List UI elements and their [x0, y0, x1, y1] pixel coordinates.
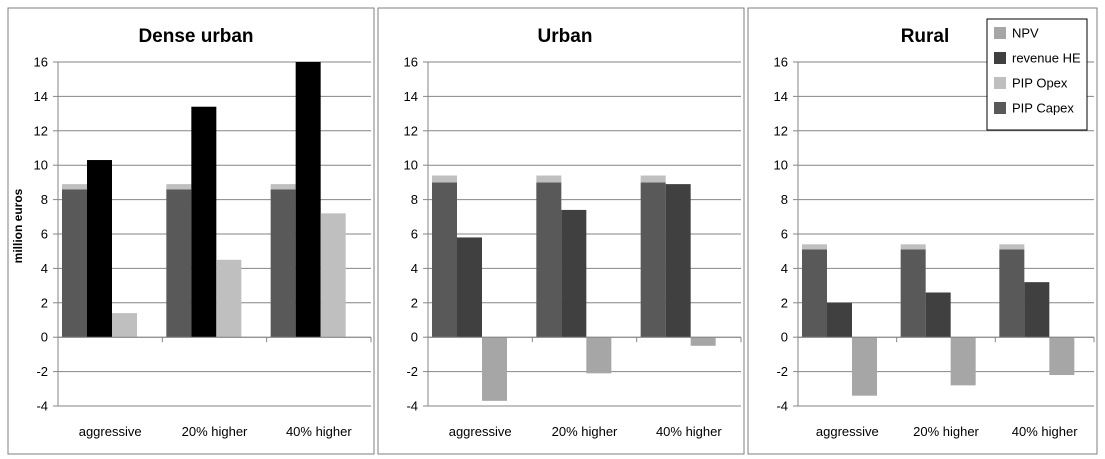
- bar-pip-opex: [802, 244, 827, 250]
- y-tick-label: 16: [404, 55, 418, 70]
- legend: NPV revenue HE PIP Opex PIP Capex: [986, 18, 1088, 131]
- bar-revenue-he: [87, 160, 112, 338]
- y-tick-label: 14: [34, 89, 48, 104]
- bar-pip-opex: [999, 244, 1025, 250]
- y-tick-label: 8: [411, 192, 418, 207]
- y-tick-label: -4: [36, 399, 48, 414]
- y-tick-label: 4: [411, 261, 418, 276]
- legend-swatch: [994, 102, 1006, 114]
- y-tick-label: -2: [406, 364, 418, 379]
- y-tick-label: 16: [34, 55, 48, 70]
- x-tick-label: 20% higher: [182, 424, 248, 439]
- bar-pip-capex: [536, 182, 562, 338]
- legend-swatch: [994, 77, 1006, 89]
- bar-pip-opex: [536, 175, 562, 183]
- legend-label: NPV: [1012, 26, 1039, 41]
- y-tick-label: -4: [776, 399, 788, 414]
- x-tick-label: aggressive: [816, 424, 879, 439]
- y-tick-label: 0: [781, 330, 788, 345]
- bar-revenue-he: [827, 302, 852, 338]
- bar-pip-opex: [640, 175, 666, 183]
- bar-revenue-he: [561, 209, 587, 338]
- legend-label: PIP Capex: [1012, 101, 1074, 116]
- legend-swatch: [994, 52, 1006, 64]
- y-tick-label: 4: [41, 261, 48, 276]
- y-tick-label: 8: [781, 192, 788, 207]
- y-tick-label: 6: [411, 227, 418, 242]
- y-tick-label: 4: [781, 261, 788, 276]
- y-tick-label: 10: [34, 158, 48, 173]
- bar-pip-opex: [166, 184, 192, 190]
- bar-revenue-he: [1024, 282, 1050, 338]
- bar-pip-capex: [640, 182, 666, 338]
- legend-label: PIP Opex: [1012, 76, 1068, 91]
- bar-pip-capex: [900, 249, 926, 338]
- bar-npv: [852, 337, 877, 396]
- y-tick-label: 0: [41, 330, 48, 345]
- y-tick-label: -4: [406, 399, 418, 414]
- bar-revenue-he: [457, 237, 482, 338]
- chart-title: Urban: [538, 26, 593, 47]
- y-tick-label: 6: [41, 227, 48, 242]
- bar-npv: [1049, 337, 1075, 376]
- y-tick-label: 14: [404, 89, 418, 104]
- y-tick-label: 14: [774, 89, 788, 104]
- y-tick-label: 6: [781, 227, 788, 242]
- bar-npv: [586, 337, 612, 374]
- legend-swatch: [994, 27, 1006, 39]
- y-tick-label: 12: [34, 123, 48, 138]
- bar-npv: [320, 213, 346, 338]
- x-tick-label: 20% higher: [913, 424, 979, 439]
- y-tick-label: 0: [411, 330, 418, 345]
- bar-revenue-he: [191, 106, 217, 338]
- bar-pip-opex: [62, 184, 87, 190]
- bar-pip-opex: [270, 184, 296, 190]
- bar-pip-capex: [166, 189, 192, 338]
- chart-panel-0: -4 -2 0 2 4 6 8 10 12 14 16 Dense urban million euro…: [7, 7, 375, 455]
- y-tick-label: 10: [404, 158, 418, 173]
- y-tick-label: 2: [781, 295, 788, 310]
- y-tick-label: 12: [404, 123, 418, 138]
- x-tick-label: aggressive: [449, 424, 512, 439]
- bar-npv: [482, 337, 507, 401]
- y-tick-label: 2: [411, 295, 418, 310]
- chart-title: Dense urban: [138, 26, 253, 47]
- y-axis-label: million euros: [11, 188, 25, 263]
- y-tick-label: 2: [41, 295, 48, 310]
- bar-pip-opex: [432, 175, 457, 183]
- bar-pip-capex: [432, 182, 457, 338]
- y-tick-label: 16: [774, 55, 788, 70]
- x-tick-label: 20% higher: [552, 424, 618, 439]
- y-tick-label: -2: [36, 364, 48, 379]
- bar-pip-capex: [270, 189, 296, 338]
- bar-npv: [112, 313, 137, 338]
- bar-pip-capex: [62, 189, 87, 338]
- bar-pip-capex: [802, 249, 827, 338]
- x-tick-label: 40% higher: [286, 424, 352, 439]
- y-tick-label: 12: [774, 123, 788, 138]
- legend-label: revenue HE: [1012, 51, 1081, 66]
- y-tick-label: 8: [41, 192, 48, 207]
- y-tick-label: -2: [776, 364, 788, 379]
- chart-title: Rural: [901, 26, 950, 47]
- bar-npv: [950, 337, 976, 386]
- x-tick-label: aggressive: [79, 424, 142, 439]
- bar-pip-capex: [999, 249, 1025, 338]
- bar-revenue-he: [295, 62, 321, 338]
- x-tick-label: 40% higher: [656, 424, 722, 439]
- y-tick-label: 10: [774, 158, 788, 173]
- bar-npv: [690, 337, 716, 346]
- bar-pip-opex: [900, 244, 926, 250]
- bar-revenue-he: [925, 292, 951, 338]
- chart-panel-1: -4 -2 0 2 4 6 8 10 12 14 16 Urban aggressive 20% high…: [377, 7, 745, 455]
- x-tick-label: 40% higher: [1012, 424, 1078, 439]
- bar-npv: [216, 259, 242, 338]
- bar-revenue-he: [665, 184, 691, 338]
